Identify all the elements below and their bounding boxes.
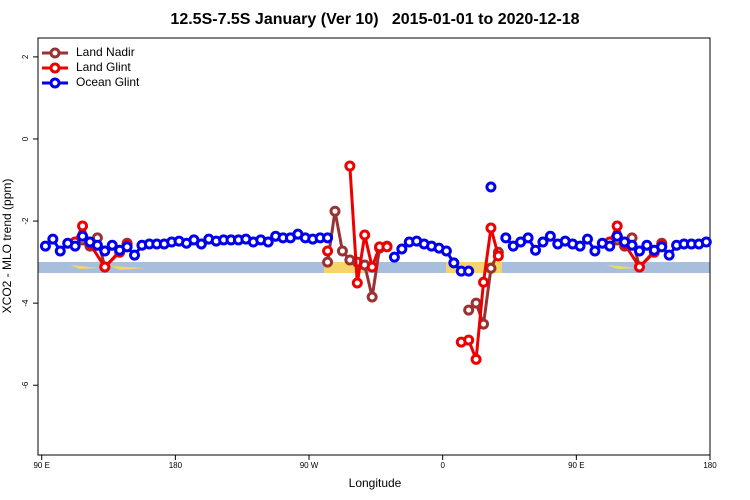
data-point [492, 250, 504, 262]
data-point [604, 240, 616, 252]
data-point [322, 245, 334, 257]
data-point [485, 222, 497, 234]
x-axis-label: Longitude [349, 476, 402, 490]
data-point [99, 245, 111, 257]
legend-label: Land Nadir [76, 45, 135, 59]
data-point [77, 230, 89, 242]
data-point [700, 236, 712, 248]
data-point [522, 232, 534, 244]
chart-title: 12.5S-7.5S January (Ver 10) 2015-01-01 t… [170, 11, 579, 28]
data-point [544, 230, 556, 242]
data-point [54, 245, 66, 257]
data-point [381, 241, 393, 253]
legend-marker [49, 47, 61, 59]
data-point [336, 245, 348, 257]
data-point [478, 276, 490, 288]
data-point [396, 243, 408, 255]
x-tick-label: 0 [440, 461, 445, 470]
data-point [500, 232, 512, 244]
legend-label: Ocean Glint [76, 75, 140, 89]
y-tick-label: 0 [21, 136, 30, 141]
y-tick-label: 2 [21, 54, 30, 59]
y-axis-label: XCO2 - MLO trend (ppm) [0, 179, 14, 314]
data-point [121, 241, 133, 253]
data-point [344, 160, 356, 172]
land-speckle [70, 265, 668, 270]
data-point [440, 245, 452, 257]
plot-frame [37, 37, 711, 456]
data-point [322, 256, 334, 268]
data-point [69, 240, 81, 252]
data-point [106, 239, 118, 251]
legend-label: Land Glint [76, 60, 131, 74]
data-point [663, 249, 675, 261]
land-band [446, 262, 502, 273]
data-point [129, 249, 141, 261]
legend-marker [49, 77, 61, 89]
x-tick-label: 90 W [300, 461, 319, 470]
data-point [485, 262, 497, 274]
data-point [626, 239, 638, 251]
data-point [322, 232, 334, 244]
data-point [611, 230, 623, 242]
x-tick-label: 90 E [568, 461, 584, 470]
data-point [99, 261, 111, 273]
data-point [359, 229, 371, 241]
data-point [463, 265, 475, 277]
data-point [470, 353, 482, 365]
x-tick-label: 180 [169, 461, 183, 470]
data-point [485, 181, 497, 193]
x-tick-label: 180 [703, 461, 717, 470]
y-tick-label: -4 [21, 299, 30, 307]
data-point [39, 240, 51, 252]
data-point [537, 236, 549, 248]
data-point [366, 291, 378, 303]
data-point [574, 240, 586, 252]
data-point [530, 244, 542, 256]
data-point [195, 238, 207, 250]
data-point [463, 304, 475, 316]
data-point [463, 334, 475, 346]
data-point [611, 220, 623, 232]
data-point [448, 257, 460, 269]
x-tick-label: 90 E [33, 461, 49, 470]
y-tick-label: -6 [21, 381, 30, 389]
data-point [47, 233, 59, 245]
data-point [581, 233, 593, 245]
data-point [91, 239, 103, 251]
data-point [633, 261, 645, 273]
data-point [388, 251, 400, 263]
data-point [366, 261, 378, 273]
data-point [470, 297, 482, 309]
series-line [73, 165, 663, 361]
land-band [324, 262, 364, 273]
data-point [77, 220, 89, 232]
data-point [641, 239, 653, 251]
data-point [262, 236, 274, 248]
data-point [633, 245, 645, 257]
data-point [329, 205, 341, 217]
y-tick-label: -2 [21, 217, 30, 225]
legend-marker [49, 62, 61, 74]
data-point [589, 245, 601, 257]
data-point [351, 277, 363, 289]
data-point [656, 241, 668, 253]
